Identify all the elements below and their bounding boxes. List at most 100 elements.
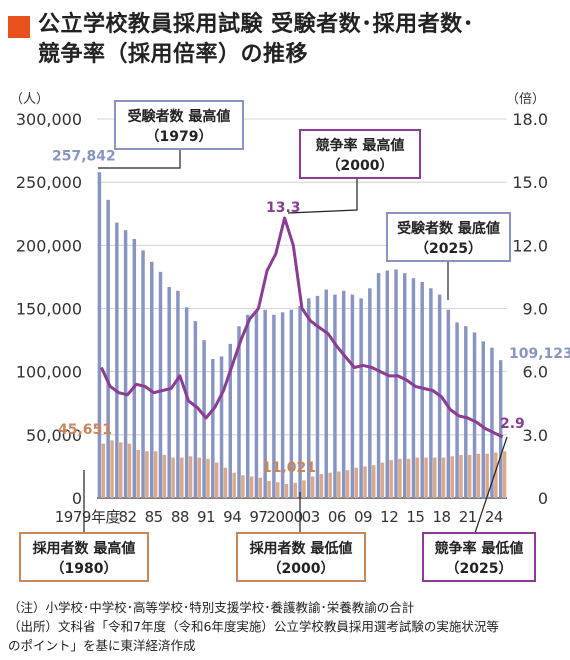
hires-bar [145,451,149,498]
applicants-bar [158,271,163,498]
footnote-3: のポイント」を基に東洋経済作成 [8,638,196,653]
hires-bar [214,462,219,498]
hires_max-callout-line1: 採用者数 最高値 [33,540,136,557]
applicants-bar [184,307,189,498]
x-tick-label: 1979年度 [55,508,121,526]
ratio_min-callout-line1: 競争率 最低値 [435,540,524,557]
applicants-bar [211,359,215,498]
hires-bar [101,443,106,498]
applicants-bar [167,287,171,498]
ratio-max-label: 13.3 [266,200,301,216]
applicants-bar [141,250,145,498]
hires_max-callout-line2: （1980） [51,561,118,577]
hires-bar [459,455,463,498]
x-tick-label: 2000 [266,508,302,526]
right-tick-label: 15.0 [512,173,548,192]
applicants-bar [411,278,416,498]
hires-bar [136,449,140,498]
applicants-bar [350,294,355,498]
applicants-max-label: 257,842 [52,148,116,164]
applicants_max-callout-line1: 受験者数 最高値 [128,108,231,125]
right-tick-label: 6.0 [523,363,548,382]
applicants-bar [97,172,102,498]
left-tick-label: 100,000 [16,363,82,382]
applicants_max-callout-box [114,100,244,150]
right-tick-label: 3.0 [523,426,548,445]
applicants-bar [446,309,451,498]
left-tick-label: 250,000 [16,173,82,192]
x-tick-label: 18 [433,508,451,526]
applicants-bar [455,322,459,498]
applicants-bar [132,239,137,498]
left-axis-unit: （人） [10,92,49,107]
title-text: 公立学校教員採用試験 受験者数･採用者数･ 競争率（採用倍率）の推移 [38,10,564,70]
hires-bar [180,457,184,498]
hires-min-label: 11,021 [262,460,316,476]
left-tick-label: 150,000 [16,300,82,319]
hires-bar [406,458,411,498]
hires-bar [389,460,393,498]
applicants-bar [394,269,398,498]
x-tick-label: 12 [380,508,398,526]
right-axis-unit: （倍） [506,92,545,107]
x-tick-label: 82 [118,508,136,526]
x-tick-label: 97 [249,508,267,526]
title-line-2: 競争率（採用倍率）の推移 [38,42,309,67]
applicants-bar [123,230,128,498]
applicants-bar [263,309,267,498]
footnote-2: （出所）文科省「令和7年度（令和6年度実施）公立学校教員採用選考試験の実施状況等 [8,619,499,634]
hires-bar [398,458,402,498]
left-tick-label: 300,000 [16,110,82,129]
ratio_min-leader [474,436,508,534]
applicants-bar [150,261,154,498]
hires-bar [258,477,263,498]
hires-bar [188,456,193,498]
hires-bar [310,476,315,498]
hires_min-callout-line1: 採用者数 最低値 [250,540,353,557]
applicants-bar [368,288,372,498]
ratio_max-leader [287,178,358,214]
hires-bar [206,458,210,498]
applicants-bar [464,326,468,498]
x-tick-label: 03 [302,508,320,526]
applicants-bar [315,295,320,498]
hires-bar [171,457,175,498]
hires-bar [371,465,376,498]
ratio_max-callout-line2: （2000） [327,158,394,174]
x-tick-label: 24 [485,508,503,526]
applicants-bar [481,341,485,498]
applicants-bar [280,312,285,498]
applicants-bar [490,347,494,498]
hires-bar [241,475,245,498]
hires-bar [450,456,454,498]
applicants-bar [254,311,259,498]
ratio-line [100,216,504,439]
hires-bar [328,472,332,498]
left-tick-label: 200,000 [16,236,82,255]
hires-bar [119,442,123,498]
x-tick-label: 06 [328,508,346,526]
hires-bar [127,443,132,498]
applicants-bar [341,290,346,498]
x-tick-label: 85 [145,508,163,526]
hires-bar [415,457,420,498]
applicants-bar [298,305,302,498]
applicants-bar [202,340,206,498]
hires-max-label: 45,651 [58,422,112,438]
ratio_max-callout-line1: 競争率 最高値 [316,137,405,154]
footnote-1: （注）小学校･中学校･高等学校･特別支援学校･養護教諭･栄養教諭の合計 [8,600,415,615]
applicants-bar [228,343,233,498]
applicants-bar [333,294,337,498]
x-tick-label: 15 [406,508,424,526]
ratio-last-label: 2.9 [500,416,525,432]
applicants-last-label: 109,123 [509,346,570,362]
hires-bar [494,452,498,498]
hires-bar [284,484,289,498]
applicants-bar [176,290,180,498]
hires-bar [153,451,158,498]
hires_min-callout-box [236,532,366,582]
hires-bar [502,451,507,498]
hires_min-callout-line2: （2000） [268,561,335,577]
hires_max-callout-box [19,532,149,582]
hires-bar [476,453,481,498]
